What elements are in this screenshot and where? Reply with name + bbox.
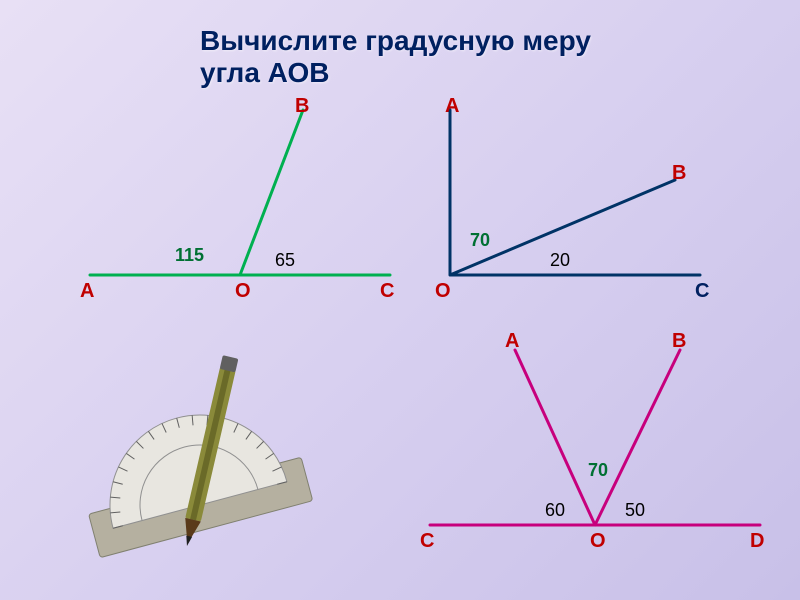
point-label: B <box>672 330 686 353</box>
point-label: O <box>435 280 451 303</box>
point-label: A <box>80 280 94 303</box>
point-label: C <box>420 530 434 553</box>
angle-label: 115 <box>175 245 204 266</box>
diagram-3: C O D A B 60 50 70 <box>420 330 770 560</box>
point-label: C <box>380 280 394 303</box>
diagram-1-svg <box>80 100 400 300</box>
point-label: B <box>672 162 686 185</box>
angle-label: 20 <box>550 250 570 271</box>
angle-label: 70 <box>588 460 608 481</box>
protractor-svg <box>70 340 350 580</box>
diagram-2-svg <box>420 100 740 300</box>
protractor-illustration <box>70 340 350 580</box>
point-label: A <box>505 330 519 353</box>
point-label: O <box>590 530 606 553</box>
point-label: B <box>295 95 309 118</box>
point-label: A <box>445 95 459 118</box>
angle-label: 70 <box>470 230 490 251</box>
point-label: C <box>695 280 709 303</box>
point-label: O <box>235 280 251 303</box>
angle-label: 65 <box>275 250 295 271</box>
diagram-3-svg <box>420 330 770 560</box>
diagram-1: AOCB11565 <box>80 100 400 300</box>
page-title: Вычислите градусную меру угла АОВ <box>200 25 600 89</box>
diagram-2: OACB7020 <box>420 100 740 300</box>
angle-label: 50 <box>625 500 645 521</box>
point-label: D <box>750 530 764 553</box>
angle-label: 60 <box>545 500 565 521</box>
